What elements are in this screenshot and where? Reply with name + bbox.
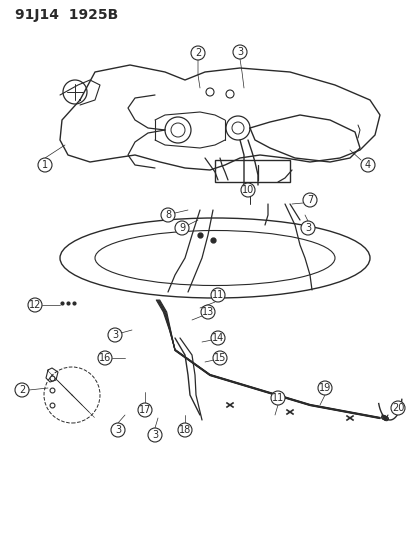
Text: 14: 14 <box>211 333 223 343</box>
Circle shape <box>211 288 224 302</box>
Circle shape <box>175 221 189 235</box>
Text: 4: 4 <box>364 160 370 170</box>
Circle shape <box>38 158 52 172</box>
Text: 8: 8 <box>164 210 171 220</box>
Circle shape <box>161 208 175 222</box>
Text: 19: 19 <box>318 383 330 393</box>
Text: 91J14  1925B: 91J14 1925B <box>15 8 118 22</box>
Circle shape <box>300 221 314 235</box>
Circle shape <box>360 158 374 172</box>
Circle shape <box>212 351 226 365</box>
Text: 3: 3 <box>304 223 310 233</box>
Text: 15: 15 <box>213 353 225 363</box>
Circle shape <box>98 351 112 365</box>
Bar <box>214 160 289 182</box>
Circle shape <box>28 298 42 312</box>
Text: 17: 17 <box>138 405 151 415</box>
Circle shape <box>317 381 331 395</box>
Text: 20: 20 <box>391 403 403 413</box>
Circle shape <box>108 328 122 342</box>
Circle shape <box>178 423 192 437</box>
Circle shape <box>233 45 247 59</box>
Circle shape <box>390 401 404 415</box>
Circle shape <box>190 46 204 60</box>
Text: 18: 18 <box>178 425 191 435</box>
Circle shape <box>15 383 29 397</box>
Text: 3: 3 <box>236 47 242 57</box>
Text: 3: 3 <box>115 425 121 435</box>
Text: 12: 12 <box>29 300 41 310</box>
Text: 13: 13 <box>202 307 214 317</box>
Text: 1: 1 <box>42 160 48 170</box>
Text: 3: 3 <box>152 430 158 440</box>
Text: 16: 16 <box>99 353 111 363</box>
Text: 2: 2 <box>19 385 25 395</box>
Text: 3: 3 <box>112 330 118 340</box>
Circle shape <box>271 391 284 405</box>
Circle shape <box>111 423 125 437</box>
Text: 7: 7 <box>306 195 312 205</box>
Text: 10: 10 <box>241 185 254 195</box>
Text: 11: 11 <box>271 393 283 403</box>
Text: 2: 2 <box>195 48 201 58</box>
Circle shape <box>201 305 214 319</box>
Text: 9: 9 <box>178 223 185 233</box>
Circle shape <box>302 193 316 207</box>
Circle shape <box>147 428 161 442</box>
Circle shape <box>211 331 224 345</box>
Circle shape <box>240 183 254 197</box>
Circle shape <box>138 403 152 417</box>
Text: 11: 11 <box>211 290 223 300</box>
